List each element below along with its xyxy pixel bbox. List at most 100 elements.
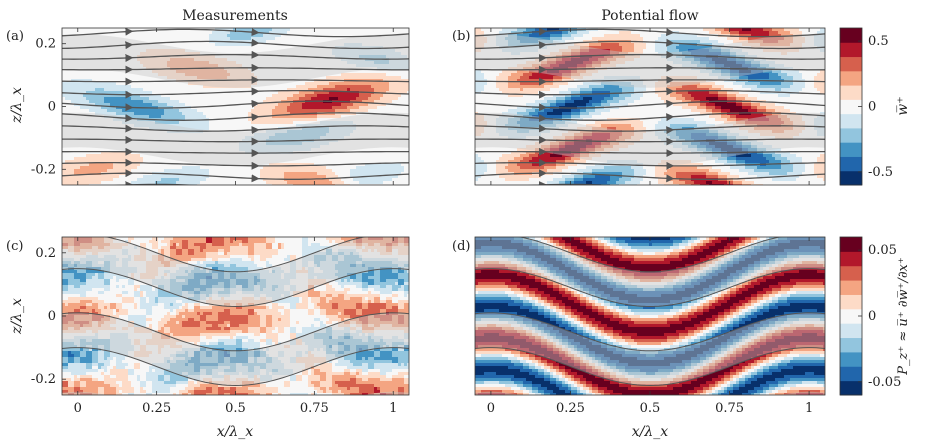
heatmap-cell-a bbox=[98, 67, 102, 71]
heatmap-cell-a bbox=[149, 97, 153, 101]
heatmap-cell-a bbox=[380, 145, 384, 149]
heatmap-cell-a bbox=[86, 40, 90, 44]
heatmap-cell-a bbox=[389, 76, 393, 80]
heatmap-cell-a bbox=[293, 52, 297, 56]
heatmap-cell-a bbox=[113, 67, 117, 71]
heatmap-cell-a bbox=[62, 142, 66, 146]
heatmap-cell-a bbox=[356, 85, 360, 89]
heatmap-cell-a bbox=[92, 151, 96, 155]
heatmap-cell-a bbox=[350, 61, 354, 65]
heatmap-cell-a bbox=[146, 127, 150, 131]
heatmap-cell-a bbox=[74, 97, 78, 101]
heatmap-cell-a bbox=[143, 88, 147, 92]
heatmap-cell-a bbox=[71, 55, 75, 59]
heatmap-cell-a bbox=[110, 133, 114, 137]
heatmap-cell-a bbox=[281, 64, 285, 68]
heatmap-cell-a bbox=[245, 67, 249, 71]
heatmap-cell-a bbox=[254, 85, 258, 89]
heatmap-cell-a bbox=[173, 148, 177, 152]
heatmap-cell-a bbox=[245, 73, 249, 77]
heatmap-cell-a bbox=[191, 139, 195, 143]
heatmap-cell-a bbox=[188, 85, 192, 89]
heatmap-cell-a bbox=[140, 91, 144, 95]
heatmap-cell-a bbox=[62, 61, 66, 65]
heatmap-cell-a bbox=[173, 130, 177, 134]
heatmap-cell-a bbox=[341, 61, 345, 65]
heatmap-cell-a bbox=[209, 154, 213, 158]
heatmap-cell-a bbox=[98, 94, 102, 98]
heatmap-cell-a bbox=[341, 70, 345, 74]
heatmap-cell-a bbox=[86, 136, 90, 140]
heatmap-cell-a bbox=[134, 49, 138, 53]
heatmap-cell-a bbox=[317, 136, 321, 140]
heatmap-cell-a bbox=[209, 82, 213, 86]
heatmap-cell-a bbox=[89, 97, 93, 101]
heatmap-cell-a bbox=[395, 133, 399, 137]
heatmap-cell-a bbox=[179, 37, 183, 41]
heatmap-cell-a bbox=[326, 88, 330, 92]
heatmap-cell-a bbox=[98, 31, 102, 35]
heatmap-cell-a bbox=[191, 97, 195, 101]
heatmap-cell-a bbox=[290, 115, 294, 119]
heatmap-cell-a bbox=[299, 130, 303, 134]
heatmap-cell-a bbox=[320, 148, 324, 152]
heatmap-cell-a bbox=[86, 109, 90, 113]
heatmap-cell-a bbox=[344, 115, 348, 119]
heatmap-cell-a bbox=[293, 28, 297, 32]
heatmap-cell-a bbox=[347, 28, 351, 32]
heatmap-cell-a bbox=[293, 46, 297, 50]
heatmap-cell-a bbox=[365, 37, 369, 41]
heatmap-cell-a bbox=[326, 121, 330, 125]
heatmap-cell-a bbox=[296, 106, 300, 110]
heatmap-cell-a bbox=[263, 97, 267, 101]
heatmap-cell-a bbox=[110, 130, 114, 134]
heatmap-cell-a bbox=[398, 151, 402, 155]
heatmap-cell-a bbox=[179, 61, 183, 65]
heatmap-cell-a bbox=[206, 139, 210, 143]
heatmap-cell-a bbox=[290, 154, 294, 158]
heatmap-cell-a bbox=[224, 145, 228, 149]
heatmap-cell-a bbox=[116, 103, 120, 107]
heatmap-cell-a bbox=[407, 76, 409, 80]
heatmap-cell-a bbox=[158, 61, 162, 65]
heatmap-cell-a bbox=[341, 103, 345, 107]
heatmap-cell-a bbox=[281, 28, 285, 32]
heatmap-cell-a bbox=[92, 112, 96, 116]
heatmap-cell-a bbox=[260, 52, 264, 56]
heatmap-cell-a bbox=[242, 43, 246, 47]
heatmap-cell-a bbox=[362, 76, 366, 80]
heatmap-cell-a bbox=[407, 154, 409, 158]
heatmap-cell-a bbox=[83, 64, 87, 68]
heatmap-cell-a bbox=[122, 88, 126, 92]
heatmap-cell-a bbox=[362, 85, 366, 89]
heatmap-cell-a bbox=[140, 97, 144, 101]
heatmap-cell-a bbox=[95, 67, 99, 71]
heatmap-cell-a bbox=[362, 64, 366, 68]
heatmap-cell-a bbox=[245, 103, 249, 107]
heatmap-cell-a bbox=[173, 34, 177, 38]
heatmap-cell-a bbox=[188, 49, 192, 53]
heatmap-cell-a bbox=[110, 82, 114, 86]
heatmap-cell-a bbox=[146, 34, 150, 38]
heatmap-cell-a bbox=[98, 148, 102, 152]
heatmap-cell-a bbox=[320, 58, 324, 62]
heatmap-cell-a bbox=[341, 37, 345, 41]
heatmap-cell-a bbox=[122, 91, 126, 95]
heatmap-cell-a bbox=[161, 109, 165, 113]
heatmap-cell-a bbox=[110, 64, 114, 68]
heatmap-cell-a bbox=[110, 34, 114, 38]
heatmap-cell-a bbox=[245, 85, 249, 89]
heatmap-cell-a bbox=[95, 130, 99, 134]
heatmap-cell-a bbox=[359, 109, 363, 113]
heatmap-cell-a bbox=[398, 64, 402, 68]
heatmap-cell-a bbox=[74, 61, 78, 65]
heatmap-cell-a bbox=[242, 73, 246, 77]
heatmap-cell-a bbox=[215, 145, 219, 149]
heatmap-cell-a bbox=[302, 88, 306, 92]
heatmap-cell-a bbox=[83, 28, 87, 32]
heatmap-cell-a bbox=[170, 52, 174, 56]
heatmap-cell-a bbox=[320, 97, 324, 101]
heatmap-cell-a bbox=[158, 46, 162, 50]
heatmap-cell-a bbox=[227, 154, 231, 158]
heatmap-cell-a bbox=[329, 133, 333, 137]
